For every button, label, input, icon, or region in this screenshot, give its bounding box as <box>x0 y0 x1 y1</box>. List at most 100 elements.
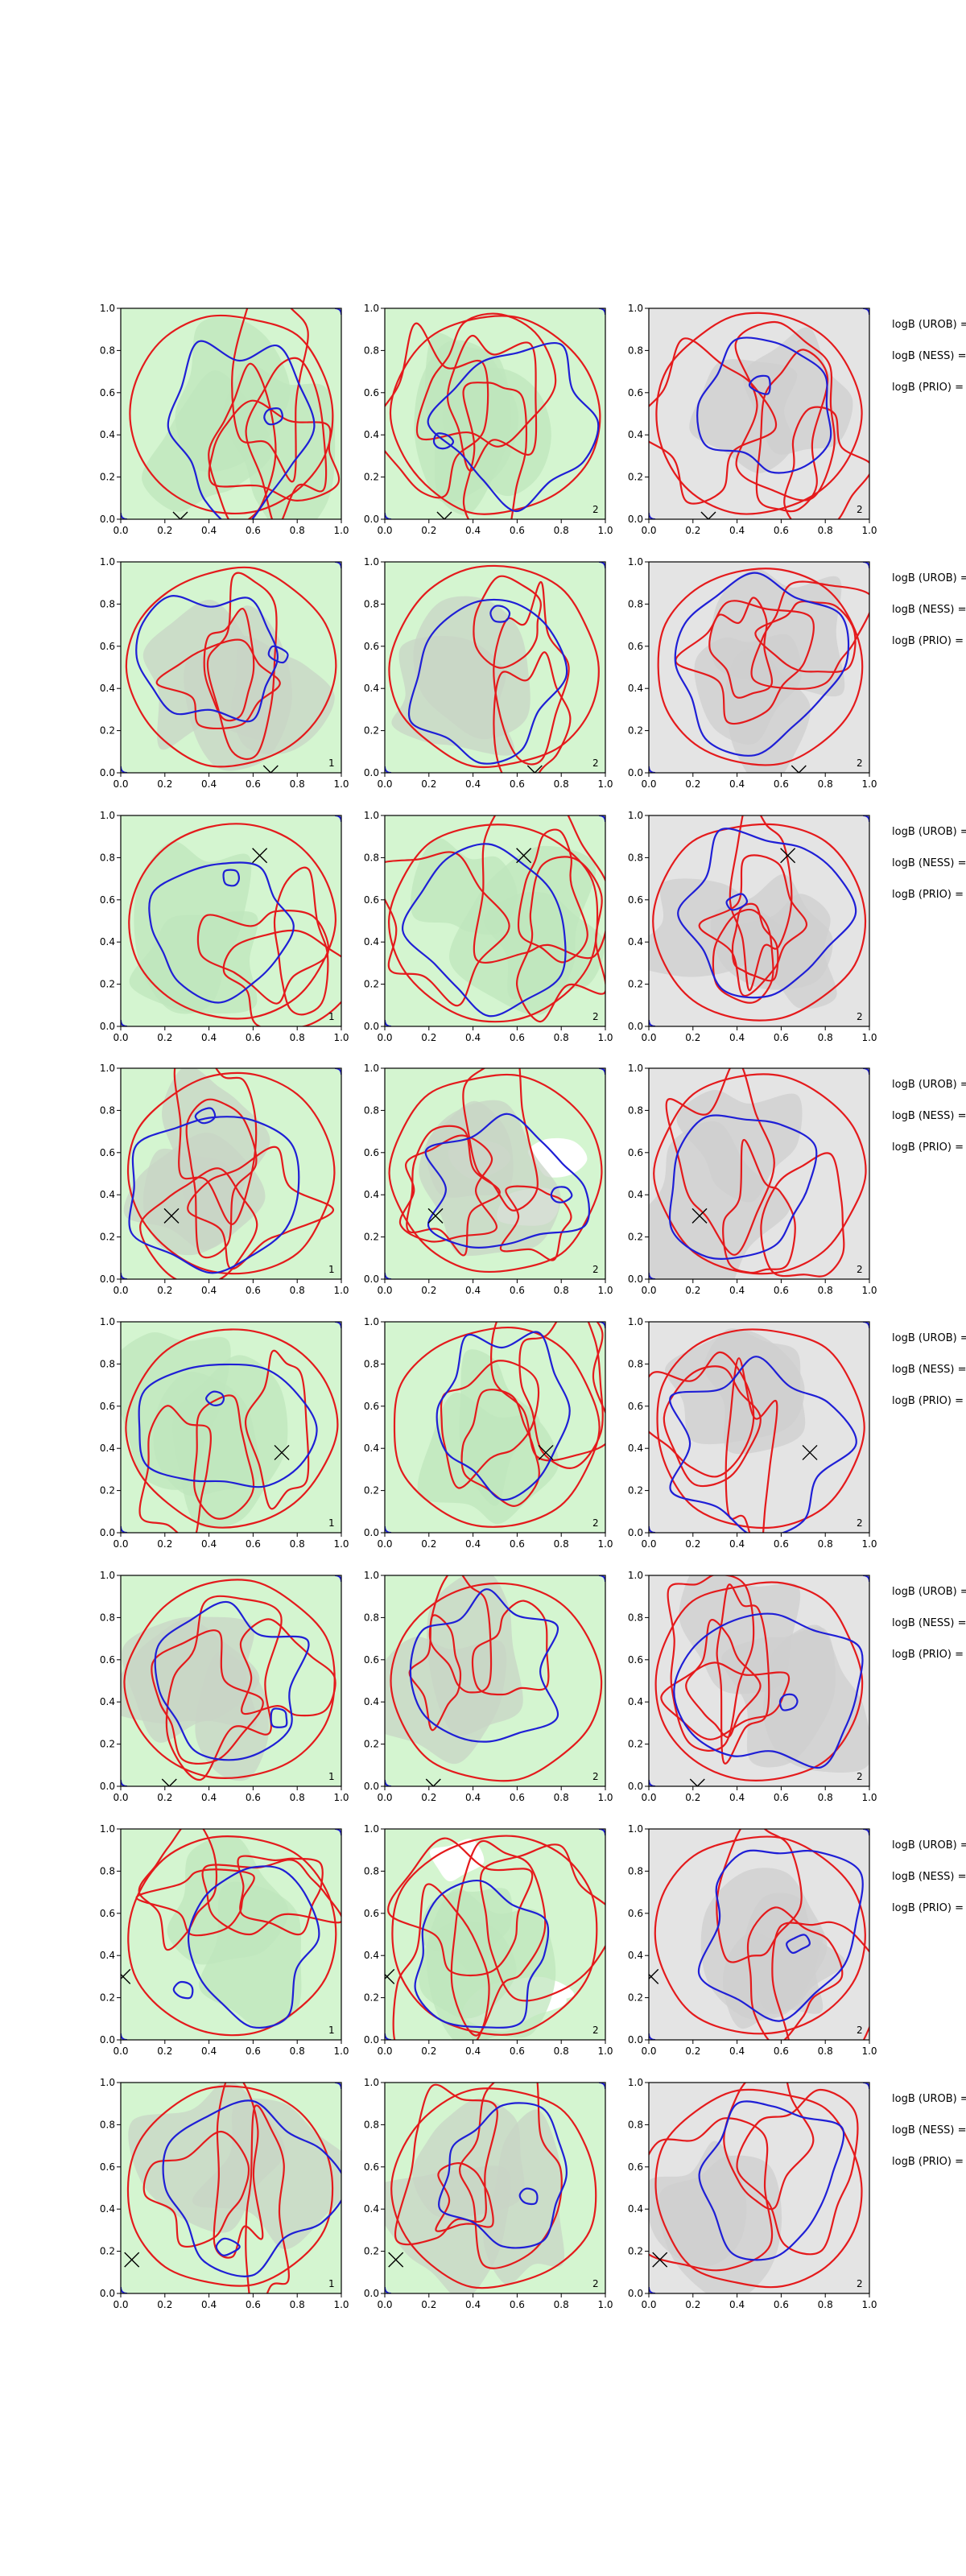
density-region <box>142 370 273 512</box>
x-tick-label: 0.6 <box>774 1285 789 1296</box>
blue-contour <box>424 1113 591 1249</box>
x-tick-label: 0.0 <box>641 1538 656 1550</box>
panel-r1-c1: 0.00.0 0.2 0.2 0.4 0.4 0.6 0.6 0.8 0.8 1.0 1.0 <box>100 303 349 536</box>
blue-contour <box>414 1879 550 2029</box>
y-tick-label: 1.0 <box>100 2077 115 2088</box>
y-tick-label: 0.0 <box>100 1021 115 1032</box>
y-tick-label: 0.2 <box>628 1739 643 1750</box>
red-contour <box>473 575 542 669</box>
red-contour <box>155 638 281 730</box>
y-tick-label: 0.2 <box>100 1739 115 1750</box>
x-tick-label: 0.6 <box>246 525 261 536</box>
axes-frame <box>648 1321 870 1534</box>
red-contour <box>736 2088 859 2256</box>
axes-frame <box>648 2082 870 2294</box>
x-tick-label: 0.0 <box>113 525 128 536</box>
x-tick-label: 0.4 <box>729 1285 745 1296</box>
y-tick-label: 0.0 <box>628 767 643 778</box>
x-tick-label: 0.6 <box>246 1032 261 1043</box>
x-tick-label: 0.0 <box>641 1792 656 1803</box>
x-tick-label: 0.4 <box>201 525 217 536</box>
density-region <box>649 1121 791 1279</box>
x-tick-label: 0.8 <box>554 525 569 536</box>
axes-frame <box>120 815 342 1027</box>
x-tick-label: 0.6 <box>246 1792 261 1803</box>
x-tick-label: 0.6 <box>774 778 789 790</box>
panel-r5-c1: 1 0.00.0 0.2 0.2 0.4 0.4 0.6 0.6 0.8 0.8 1.0 1.0 <box>100 1316 349 1550</box>
axes-frame <box>384 561 606 774</box>
y-tick-label: 0.8 <box>100 1612 115 1623</box>
y-tick-label: 1.0 <box>364 2077 379 2088</box>
panel-r5-c3: 2 0.00.0 0.2 0.2 0.4 0.4 0.6 0.6 0.8 0.8 1.0 1.0 <box>628 1316 877 1550</box>
y-tick-label: 0.8 <box>364 345 379 356</box>
x-tick-label: 0.0 <box>113 2299 128 2310</box>
x-tick-label: 0.2 <box>421 1032 436 1043</box>
y-tick-label: 0.6 <box>100 1401 115 1412</box>
y-tick-label: 0.2 <box>364 1739 379 1750</box>
panel-badge: 2 <box>857 758 863 769</box>
red-outer-contour <box>125 566 337 768</box>
x-tick-label: 0.6 <box>246 2299 261 2310</box>
red-contour <box>471 1600 550 1696</box>
blue-contour <box>427 342 600 513</box>
y-tick-label: 0.4 <box>628 1443 643 1454</box>
x-tick-label: 1.0 <box>333 778 349 790</box>
panel-r4-c2: 2 0.00.0 0.2 0.2 0.4 0.4 0.6 0.6 0.8 0.8 1.0 1.0 <box>364 1063 613 1296</box>
y-tick-label: 1.0 <box>100 1823 115 1835</box>
row-logb-label: logB (UROB) = <box>892 2093 966 2105</box>
blue-contour <box>205 1390 225 1406</box>
row-logb-label: logB (NESS) = <box>892 350 966 362</box>
blue-contour <box>148 861 295 1004</box>
x-tick-label: 0.2 <box>157 2299 172 2310</box>
x-tick-label: 0.4 <box>729 778 745 790</box>
red-outer-contour <box>129 314 334 514</box>
x-tick-label: 0.2 <box>685 778 700 790</box>
red-contour <box>754 601 857 673</box>
y-tick-label: 1.0 <box>364 303 379 314</box>
blue-contour <box>696 336 832 474</box>
x-tick-label: 0.8 <box>818 1792 833 1803</box>
y-tick-label: 0.6 <box>628 894 643 906</box>
x-tick-label: 0.8 <box>554 1285 569 1296</box>
y-tick-label: 0.2 <box>628 1485 643 1496</box>
x-tick-label: 0.8 <box>290 2046 305 2057</box>
blue-contour <box>489 605 511 623</box>
blue-contour <box>187 1865 320 2029</box>
blue-contour <box>409 1588 559 1743</box>
panel-badge: 2 <box>592 1517 599 1529</box>
x-tick-label: 0.6 <box>510 2299 525 2310</box>
red-outer-contour <box>652 823 867 1022</box>
x-tick-label: 0.4 <box>729 1538 745 1550</box>
x-tick-label: 1.0 <box>597 1538 613 1550</box>
x-tick-label: 0.2 <box>421 778 436 790</box>
y-tick-label: 0.0 <box>364 767 379 778</box>
panel-r6-c3: 2 0.00.0 0.2 0.2 0.4 0.4 0.6 0.6 0.8 0.8 1.0 1.0 <box>628 1570 877 1803</box>
red-outer-contour <box>389 315 601 515</box>
y-tick-label: 0.4 <box>628 2203 643 2215</box>
x-tick-label: 0.0 <box>377 1032 392 1043</box>
x-tick-label: 0.0 <box>113 1538 128 1550</box>
red-contour <box>440 1360 540 1489</box>
y-tick-label: 0.8 <box>100 598 115 609</box>
row-logb-label: logB (NESS) = <box>892 604 966 616</box>
blue-contour <box>154 1600 310 1761</box>
y-tick-label: 0.2 <box>628 725 643 737</box>
y-tick-label: 0.0 <box>364 1781 379 1792</box>
red-contour <box>708 597 774 699</box>
x-tick-label: 0.4 <box>465 525 481 536</box>
x-tick-label: 0.2 <box>685 1792 700 1803</box>
y-tick-label: 0.0 <box>100 767 115 778</box>
x-tick-label: 0.0 <box>641 1285 656 1296</box>
panel-r8-c3: 2 0.00.0 0.2 0.2 0.4 0.4 0.6 0.6 0.8 0.8 1.0 1.0 <box>628 2077 877 2310</box>
x-tick-label: 0.4 <box>201 2046 217 2057</box>
x-tick-label: 0.4 <box>201 1538 217 1550</box>
row-logb-label: logB (PRIO) = <box>892 635 964 647</box>
x-tick-label: 0.0 <box>641 778 656 790</box>
blue-contour <box>128 1116 300 1274</box>
y-tick-label: 0.6 <box>100 387 115 398</box>
y-tick-label: 0.2 <box>628 979 643 990</box>
y-tick-label: 0.6 <box>100 1654 115 1666</box>
y-tick-label: 0.2 <box>364 1485 379 1496</box>
panel-badge: 2 <box>592 504 599 515</box>
blue-contour <box>436 1331 571 1501</box>
